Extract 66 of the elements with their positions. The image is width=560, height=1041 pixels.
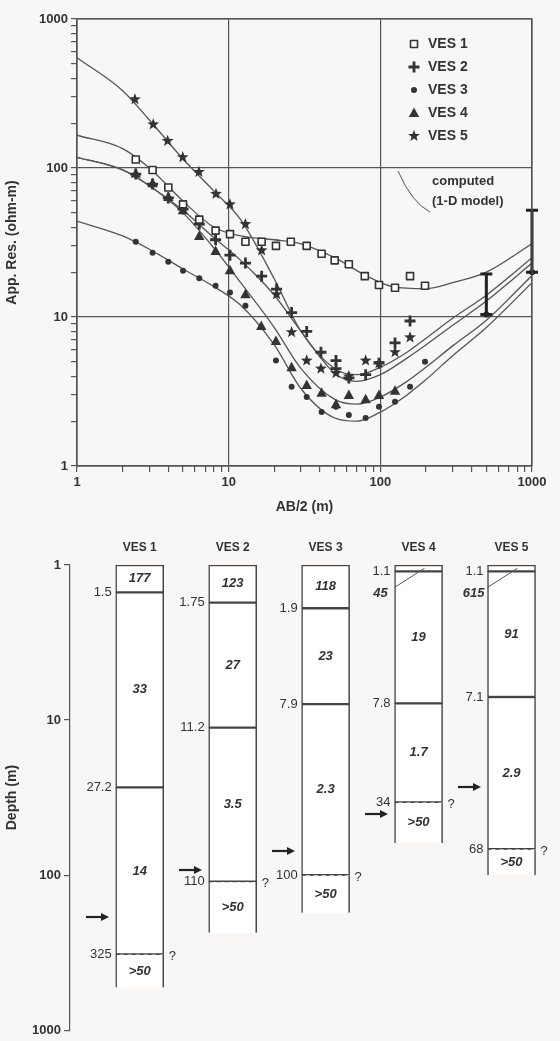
y-tick-label: 1 bbox=[60, 457, 68, 473]
annotation: ? bbox=[540, 842, 548, 858]
annotation: computed (1-D model) bbox=[432, 172, 504, 208]
annotation: 27 bbox=[224, 656, 241, 672]
annotation: 7.9 bbox=[279, 695, 298, 711]
annotation: 177 bbox=[128, 570, 152, 586]
annotation: 23 bbox=[317, 647, 334, 663]
annotation: 27.2 bbox=[86, 779, 112, 795]
x-tick-label: VES 3 bbox=[308, 540, 343, 555]
annotation: 1.1 bbox=[372, 563, 391, 578]
annotation: 33 bbox=[132, 681, 148, 697]
annotation: 1.9 bbox=[279, 599, 298, 615]
annotation: 118 bbox=[315, 578, 337, 594]
y-tick-label: 1000 bbox=[39, 10, 68, 26]
annotation: 7.1 bbox=[465, 688, 484, 704]
annotation: 110 bbox=[183, 873, 205, 889]
legend-label: VES 3 bbox=[428, 80, 468, 97]
annotation: 2.9 bbox=[501, 764, 522, 780]
x-tick-label: 100 bbox=[369, 474, 392, 490]
y-tick-label: 100 bbox=[46, 159, 68, 175]
annotation: ? bbox=[354, 868, 362, 884]
annotation: 123 bbox=[221, 575, 245, 591]
x-tick-label: 1000 bbox=[517, 474, 547, 490]
annotation: 68 bbox=[469, 840, 484, 856]
annotation: >50 bbox=[407, 814, 431, 830]
x-tick-label: VES 1 bbox=[122, 540, 158, 555]
x-tick-label: VES 4 bbox=[401, 540, 436, 555]
annotation: 615 bbox=[462, 585, 486, 600]
annotation: ? bbox=[261, 875, 269, 891]
annotation: 1.5 bbox=[93, 583, 112, 599]
annotation: 325 bbox=[90, 946, 112, 962]
annotation: 45 bbox=[372, 585, 389, 600]
annotation: ? bbox=[447, 796, 455, 812]
legend-label: VES 1 bbox=[428, 34, 468, 51]
y-tick-label: 10 bbox=[53, 308, 68, 324]
annotation: >50 bbox=[221, 898, 245, 914]
annotation: 91 bbox=[504, 625, 519, 641]
annotation: >50 bbox=[500, 853, 524, 869]
annotation: 19 bbox=[411, 628, 427, 644]
annotation: 34 bbox=[376, 794, 391, 810]
annotation: >50 bbox=[128, 962, 152, 978]
x-tick-label: VES 5 bbox=[494, 540, 529, 555]
annotation: 100 bbox=[275, 866, 298, 882]
y-axis-title: App. Res. (ohm-m) bbox=[3, 180, 20, 305]
annotation: 14 bbox=[132, 862, 148, 878]
x-tick-label: 1 bbox=[73, 474, 81, 490]
annotation: 1.1 bbox=[465, 563, 484, 578]
legend-label: VES 2 bbox=[428, 57, 468, 74]
x-axis-title: AB/2 (m) bbox=[275, 498, 334, 515]
legend-label: VES 5 bbox=[428, 126, 468, 143]
y-tick-label: 1000 bbox=[32, 1021, 61, 1037]
x-tick-label: 10 bbox=[221, 474, 236, 490]
y-tick-label: 1 bbox=[53, 556, 61, 572]
legend-label: VES 4 bbox=[428, 103, 468, 120]
annotation: 7.8 bbox=[372, 694, 391, 710]
x-tick-label: VES 2 bbox=[215, 540, 250, 555]
y-tick-label: 100 bbox=[39, 866, 61, 882]
y-axis-title: Depth (m) bbox=[3, 764, 20, 831]
annotation: 1.7 bbox=[409, 744, 429, 760]
annotation: >50 bbox=[314, 885, 338, 901]
annotation: ? bbox=[168, 948, 176, 964]
annotation: 2.3 bbox=[315, 781, 336, 797]
annotation: 1.75 bbox=[179, 594, 205, 610]
y-tick-label: 10 bbox=[46, 711, 61, 727]
annotation: 3.5 bbox=[223, 796, 243, 812]
annotation: 11.2 bbox=[180, 719, 205, 735]
